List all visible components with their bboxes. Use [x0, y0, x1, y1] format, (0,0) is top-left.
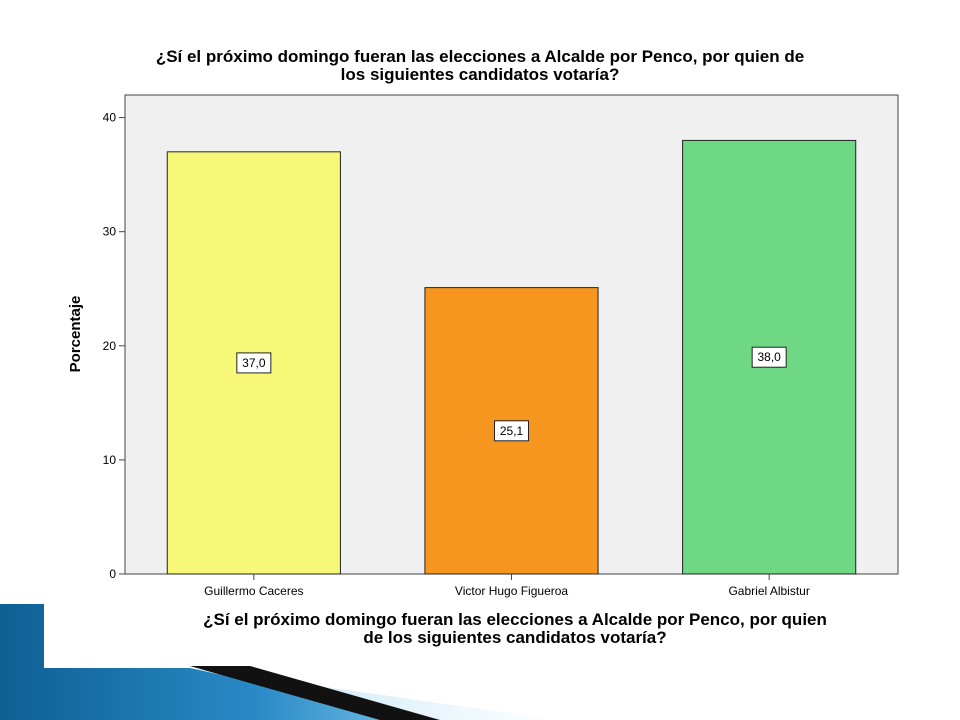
- data-label: 25,1: [500, 424, 524, 438]
- deco-blue-wedge: [0, 604, 430, 720]
- y-axis-title: Porcentaje: [67, 296, 84, 373]
- y-axis: 0 10 20 30 40: [103, 111, 125, 581]
- x-category-label: Guillermo Caceres: [204, 584, 303, 598]
- data-label: 37,0: [242, 356, 266, 370]
- bar-1: [424, 287, 599, 575]
- data-label-box: [751, 346, 787, 368]
- chart-title: ¿Sí el próximo domingo fueran las elecci…: [155, 47, 805, 84]
- data-label-box: [494, 420, 529, 442]
- deco-dark-stripe: [190, 666, 440, 720]
- x-axis: Guillermo Caceres Victor Hugo Figueroa Gab…: [204, 574, 810, 598]
- x-category-label: Gabriel Albistur: [728, 584, 809, 598]
- y-tick-label: 10: [103, 453, 117, 467]
- x-axis-title: ¿Sí el próximo domingo fueran las elecci…: [203, 610, 827, 647]
- y-tick-label: 0: [109, 567, 116, 581]
- y-tick-label: 20: [103, 339, 117, 353]
- x-category-label: Victor Hugo Figueroa: [455, 584, 569, 598]
- y-tick-label: 30: [103, 225, 117, 239]
- bars-group: 37,0 25,1 38,0: [166, 139, 857, 575]
- y-tick-label: 40: [103, 111, 117, 125]
- bar-0: [166, 151, 341, 575]
- data-label-box: [236, 352, 272, 374]
- data-label: 38,0: [757, 350, 781, 364]
